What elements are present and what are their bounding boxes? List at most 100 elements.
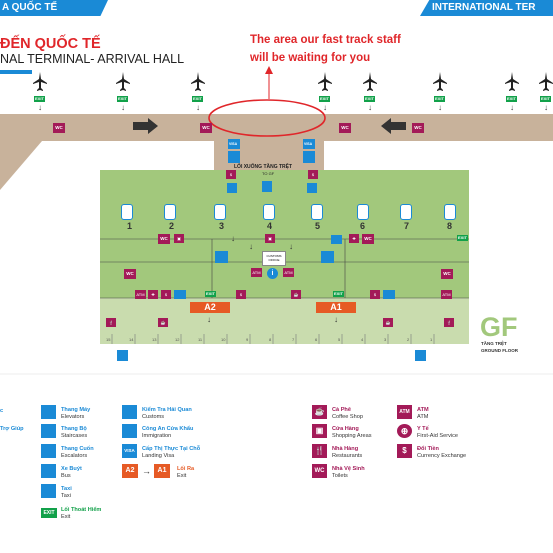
- toilet-icon: WC: [158, 234, 170, 244]
- legend-label-vi: Đổi Tiền: [417, 446, 439, 452]
- header-banner-right-text: INTERNATIONAL TER: [432, 2, 536, 13]
- escalator-icon: [227, 183, 237, 193]
- airplane-icon: [33, 72, 47, 91]
- staircase-icon: [41, 424, 56, 438]
- annotation-line-1: The area our fast track staff: [250, 34, 401, 46]
- atm-icon: ATM: [283, 268, 294, 277]
- lobby-door-number: 13: [152, 337, 157, 342]
- exit-sign: EXIT: [457, 235, 468, 241]
- legend-label-en: Elevators: [61, 414, 85, 420]
- legend-label-vi: Lối Thoát Hiểm: [61, 507, 102, 513]
- bus-icon: [117, 350, 128, 361]
- baggage-belt-icon: [263, 204, 275, 220]
- exit-sign: EXIT: [192, 96, 203, 102]
- legend-label-en: Exit: [177, 473, 187, 479]
- airplane-icon: [363, 72, 377, 91]
- legend-label-vi: Thang Máy: [61, 407, 91, 413]
- escalator-icon: [307, 183, 317, 193]
- exit-sign: EXIT: [540, 96, 551, 102]
- customs-icon: [331, 235, 342, 244]
- lobby-door-number: 3: [384, 337, 387, 342]
- belt-number: 1: [127, 221, 133, 231]
- legend-label-vi: Cấp Thị Thực Tại Chỗ: [142, 446, 201, 452]
- gate-exit-icon: A2: [122, 464, 138, 478]
- lobby-door-number: 6: [315, 337, 318, 342]
- visa-icon-label: VISA: [304, 142, 313, 146]
- arrow-right-icon: →: [142, 466, 151, 476]
- down-arrow-icon: ↓: [289, 242, 293, 251]
- toilet-icon: WC: [124, 269, 136, 279]
- airplane-icon: [318, 72, 332, 91]
- gate-a2: A2: [190, 302, 230, 313]
- down-arrow-icon: ↓: [38, 103, 42, 112]
- floor-code: GF: [480, 312, 518, 342]
- legend-label-vi: Xe Buýt: [61, 466, 82, 472]
- toilet-icon: WC: [441, 269, 453, 279]
- airplane-icon: [433, 72, 447, 91]
- header-banner-left-text: A QUỐC TẾ: [2, 2, 58, 13]
- legend-label-vi: Kiểm Tra Hải Quan: [142, 407, 192, 413]
- lobby-door-number: 9: [246, 337, 249, 342]
- baggage-belt-icon: [121, 204, 133, 220]
- atm-icon: ATM: [251, 268, 262, 277]
- page-title: ĐẾN QUỐC TẾ: [0, 36, 101, 52]
- customs-office: CUSTOMS OFFICE: [262, 251, 286, 266]
- toilet-icon: WC: [412, 123, 424, 133]
- belt-number: 7: [404, 221, 410, 231]
- exit-sign: EXIT: [117, 96, 128, 102]
- atm-icon: ATM: [397, 405, 412, 419]
- page-subtitle: NAL TERMINAL- ARRIVAL HALL: [0, 52, 185, 66]
- legend-label-en: Immigration: [142, 433, 172, 439]
- down-arrow-icon: ↓: [368, 103, 372, 112]
- legend-label-en: Currency Exchange: [417, 453, 467, 459]
- legend-label-vi: c: [0, 408, 4, 414]
- legend-label-en: Coffee Shop: [332, 414, 363, 420]
- floor-label-en: GROUND FLOOR: [481, 348, 518, 353]
- info-icon: i: [267, 268, 278, 279]
- gift-icon: ▣: [312, 424, 327, 438]
- airplane-icon: [191, 72, 205, 91]
- currency-exchange-icon: $: [236, 290, 246, 299]
- currency-exchange-icon: $: [308, 170, 318, 179]
- lobby-door-number: 14: [129, 337, 134, 342]
- lobby-door-number: 8: [269, 337, 272, 342]
- baggage-belt-icon: [214, 204, 226, 220]
- baggage-belt-icon: [400, 204, 412, 220]
- stairs-label-text: LỐI XUỐNG TẦNG TRỆT: [234, 164, 293, 170]
- taxi-icon: [41, 484, 56, 498]
- arrival-corridor: [0, 114, 553, 141]
- belt-number: 3: [219, 221, 225, 231]
- emergency-exit-icon: EXIT: [41, 508, 57, 518]
- toilet-icon: WC: [53, 123, 65, 133]
- visa-icon: VISA: [122, 444, 137, 458]
- currency-exchange-icon: $: [226, 170, 236, 179]
- visa-icon-label: VISA: [229, 142, 238, 146]
- baggage-belt-icon: [357, 204, 369, 220]
- legend-label-en: Escalators: [61, 453, 88, 459]
- airplane-icon: [539, 72, 553, 91]
- gift-icon: ▣: [265, 234, 275, 243]
- legend-label-vi: ATM: [417, 407, 429, 413]
- belt-number: 6: [360, 221, 366, 231]
- legend-label-en: Restaurants: [332, 453, 363, 459]
- taxi-icon: [383, 290, 395, 299]
- bus-icon: [174, 290, 186, 299]
- gift-icon: ▣: [174, 234, 184, 243]
- gate-exit-icon: A1: [154, 464, 170, 478]
- coffee-icon: ☕: [158, 318, 168, 327]
- restaurant-icon: 🍴: [444, 318, 454, 327]
- down-arrow-icon: ↓: [121, 103, 125, 112]
- legend-label-en: Bus: [61, 473, 71, 479]
- legend-label-en: Landing Visa: [142, 453, 175, 459]
- header-banner-right: INTERNATIONAL TER: [420, 0, 553, 16]
- restaurant-icon: 🍴: [106, 318, 116, 327]
- legend-label-vi: Cà Phê: [332, 407, 351, 413]
- currency-exchange-icon: $: [161, 290, 171, 299]
- lobby-door-number: 15: [106, 337, 111, 342]
- down-arrow-icon: ↓: [249, 242, 253, 251]
- legend-label-vi: Y Tế: [417, 426, 429, 432]
- exit-sign: EXIT: [506, 96, 517, 102]
- lobby-door-number: 7: [292, 337, 295, 342]
- lobby-door-number: 10: [221, 337, 226, 342]
- header-banner-left: A QUỐC TẾ: [0, 0, 108, 16]
